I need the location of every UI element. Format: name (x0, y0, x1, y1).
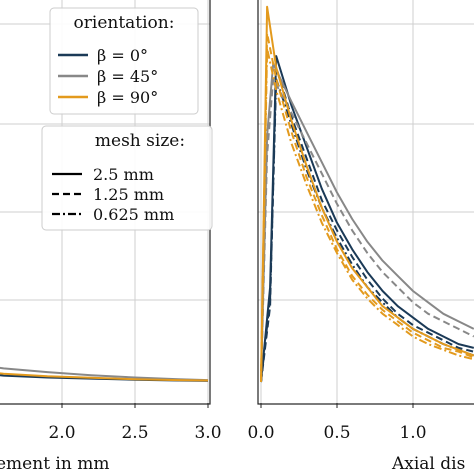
mesh-legend: mesh size: 2.5 mm1.25 mm0.625 mm (41, 125, 213, 231)
x-tick-label: 2.0 (48, 423, 75, 443)
series-line (260, 5, 474, 383)
x-tick-label: 1.0 (399, 423, 426, 443)
series-line (0, 372, 209, 382)
right-x-axis-label: Axial dis (391, 454, 465, 474)
mesh-legend-box (41, 125, 213, 231)
left-series-lines (0, 366, 209, 382)
right-axes-frame (257, 0, 474, 405)
legend-label: 1.25 mm (93, 185, 164, 204)
right-x-ticks: 0.0 0.5 1.0 (247, 403, 427, 443)
orientation-legend-entries: β = 0° β = 45° β = 90° (58, 46, 158, 107)
series-line (260, 47, 474, 383)
legend-label: β = 90° (97, 88, 158, 107)
left-x-ticks: 2.0 2.5 3.0 (48, 403, 222, 443)
x-tick-label: 3.0 (194, 423, 221, 443)
legend-label: 2.5 mm (93, 165, 154, 184)
x-tick-label: 0.0 (247, 423, 274, 443)
series-line (260, 62, 474, 383)
legend-label: β = 0° (97, 46, 148, 65)
mesh-legend-title: mesh size: (95, 131, 185, 151)
right-series-lines (260, 5, 474, 383)
legend-label: 0.625 mm (93, 205, 174, 224)
legend-label: β = 45° (97, 67, 158, 86)
series-line (260, 55, 474, 383)
orientation-legend-box (49, 7, 199, 115)
mesh-legend-entries: 2.5 mm1.25 mm0.625 mm (52, 165, 174, 224)
orientation-legend: orientation: β = 0° β = 45° β = 90° (49, 7, 199, 115)
series-line (260, 32, 474, 383)
right-panel: 0.0 0.5 1.0 Axial dis (247, 0, 474, 474)
series-line (260, 77, 474, 383)
x-tick-label: 0.5 (323, 423, 350, 443)
orientation-legend-title: orientation: (74, 13, 175, 33)
left-x-axis-label: ement in mm (0, 454, 109, 474)
x-tick-label: 2.5 (121, 423, 148, 443)
left-panel: 2.0 2.5 3.0 ement in mm orientation: β = 0… (0, 0, 222, 474)
